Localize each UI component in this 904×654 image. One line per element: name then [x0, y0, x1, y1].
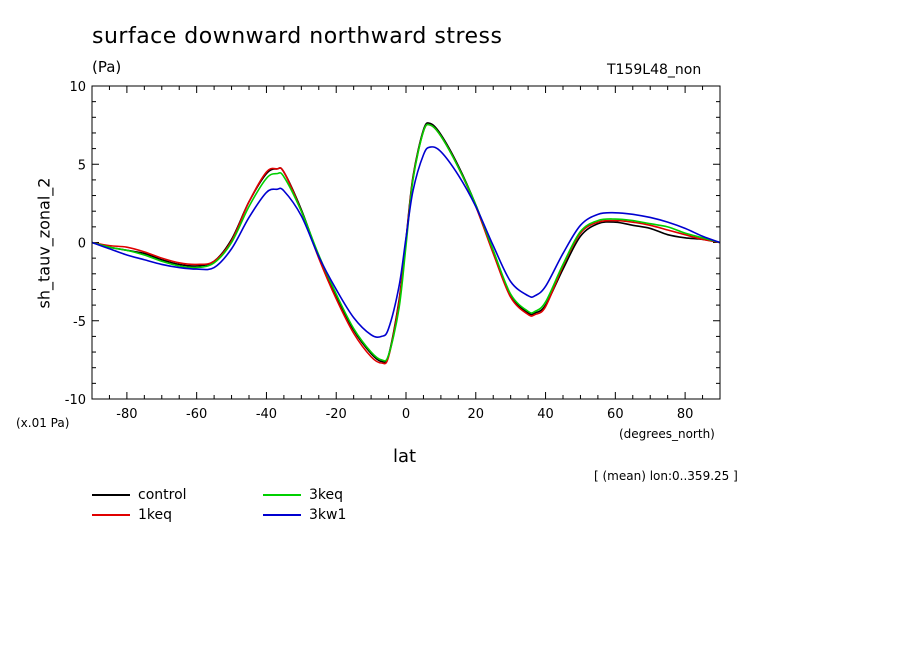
x-tick-label: 0 — [402, 407, 410, 422]
y-axis-label: sh_tauv_zonal_2 — [34, 177, 54, 309]
legend-item-3keq: 3keq — [263, 487, 343, 503]
lines-layer — [91, 122, 721, 365]
legend-label: 1keq — [138, 507, 173, 523]
y-tick-label: 0 — [78, 237, 86, 252]
legend-item-control: control — [92, 487, 187, 503]
x-tick-label: 80 — [677, 407, 694, 422]
legend-item-1keq: 1keq — [92, 507, 172, 523]
chart-title: surface downward northward stress — [92, 24, 503, 49]
y-tick-label: -10 — [65, 393, 86, 408]
lon-note: [ (mean) lon:0..359.25 ] — [594, 469, 738, 483]
series-line-3keq — [91, 123, 721, 362]
legend-label: 3keq — [309, 487, 344, 503]
y-tick-label: 5 — [78, 158, 86, 173]
legend-label: 3kw1 — [309, 507, 347, 523]
legend-swatch — [263, 494, 301, 496]
x-axis-label: lat — [393, 446, 417, 467]
x-tick-label: -20 — [326, 407, 347, 422]
x-tick-label: 20 — [468, 407, 485, 422]
legend-swatch — [92, 494, 130, 496]
plot-frame — [91, 85, 721, 400]
legend-swatch — [263, 514, 301, 516]
legend-label: control — [138, 487, 187, 503]
series-line-3kw1 — [91, 146, 721, 338]
run-label: T159L48_non — [607, 62, 702, 78]
x-tick-label: 60 — [607, 407, 624, 422]
legend-swatch — [92, 514, 130, 516]
ticks-layer: -80 -60 -40 -20 0 20 40 60 80 -10 -5 0 5 10 — [65, 80, 721, 422]
y-scale-note: (x.01 Pa) — [16, 416, 70, 430]
y-tick-label: -5 — [73, 315, 86, 330]
x-tick-label: -80 — [116, 407, 137, 422]
legend-item-3kw1: 3kw1 — [263, 507, 346, 523]
x-tick-label: -40 — [256, 407, 277, 422]
y-tick-label: 10 — [69, 80, 86, 95]
x-units-label: (degrees_north) — [619, 427, 715, 441]
x-tick-label: -60 — [186, 407, 207, 422]
units-label: (Pa) — [92, 58, 122, 76]
x-tick-label: 40 — [537, 407, 554, 422]
